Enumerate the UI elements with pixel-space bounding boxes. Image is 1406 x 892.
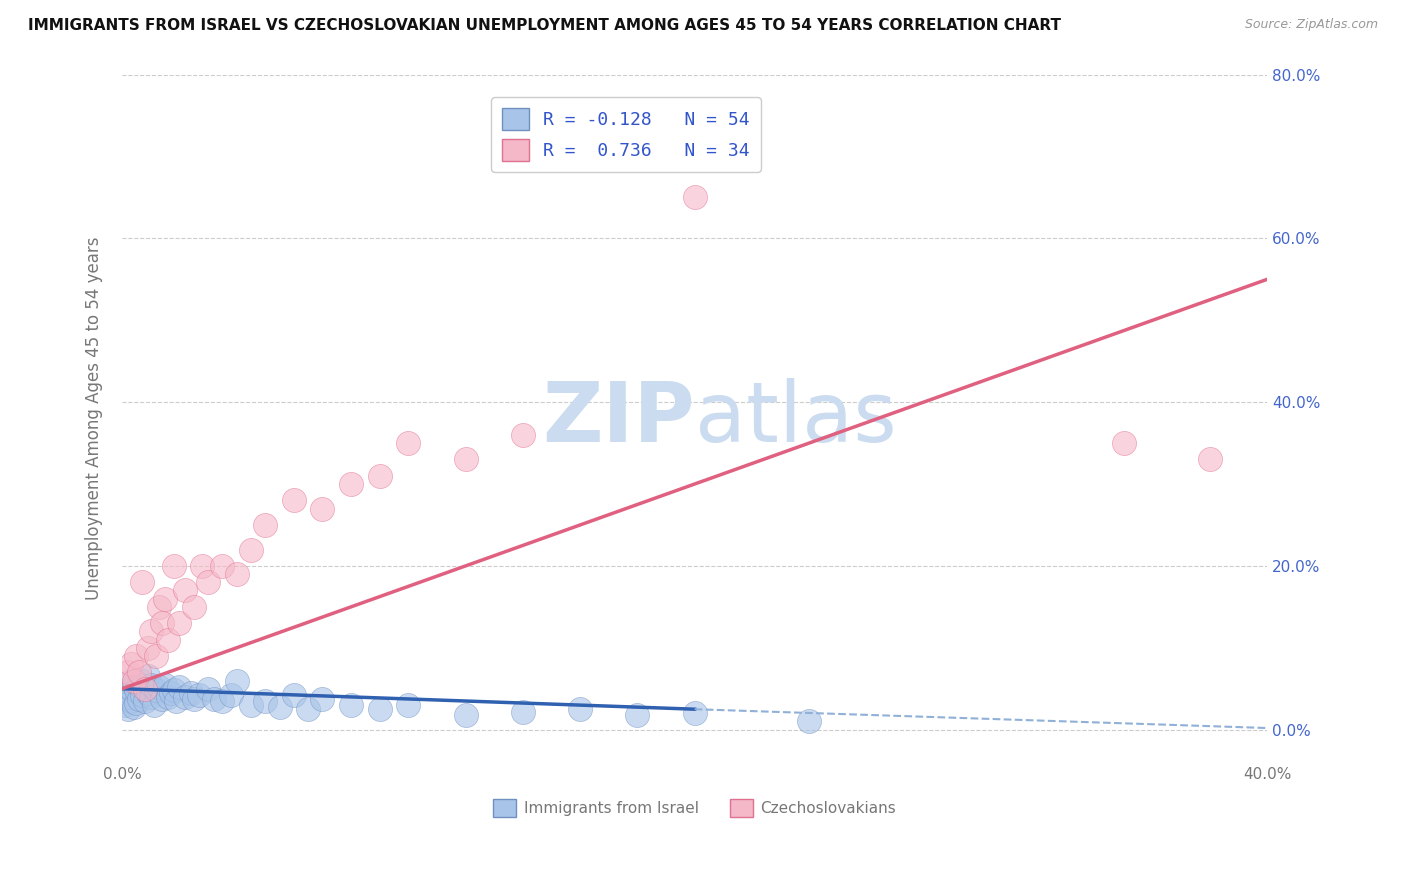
Point <box>136 669 159 683</box>
Point <box>340 698 363 712</box>
Point <box>239 542 262 557</box>
Point <box>128 691 150 706</box>
Point <box>145 683 167 698</box>
Point <box>396 698 419 712</box>
Point <box>1114 436 1136 450</box>
Point <box>131 688 153 702</box>
Text: ZIP: ZIP <box>543 378 695 459</box>
Point <box>148 599 170 614</box>
Point <box>396 436 419 450</box>
Point <box>117 665 139 680</box>
Point <box>269 699 291 714</box>
Point <box>683 706 706 721</box>
Point <box>512 705 534 719</box>
Point <box>125 697 148 711</box>
Point <box>120 657 142 672</box>
Point <box>120 673 142 688</box>
Point <box>117 702 139 716</box>
Point <box>311 501 333 516</box>
Point <box>239 698 262 712</box>
Point <box>569 702 592 716</box>
Point <box>180 686 202 700</box>
Point <box>254 517 277 532</box>
Point <box>191 558 214 573</box>
Point <box>197 575 219 590</box>
Point <box>283 688 305 702</box>
Point <box>134 694 156 708</box>
Text: Source: ZipAtlas.com: Source: ZipAtlas.com <box>1244 18 1378 31</box>
Point <box>202 691 225 706</box>
Point <box>117 690 139 704</box>
Point <box>148 680 170 694</box>
Point <box>183 599 205 614</box>
Point <box>454 452 477 467</box>
Point <box>162 683 184 698</box>
Text: atlas: atlas <box>695 378 897 459</box>
Point <box>283 493 305 508</box>
Point <box>131 673 153 688</box>
Point <box>131 575 153 590</box>
Point <box>156 632 179 647</box>
Point <box>150 616 173 631</box>
Point <box>169 680 191 694</box>
Point <box>139 678 162 692</box>
Point <box>799 714 821 729</box>
Point <box>122 673 145 688</box>
Text: IMMIGRANTS FROM ISRAEL VS CZECHOSLOVAKIAN UNEMPLOYMENT AMONG AGES 45 TO 54 YEARS: IMMIGRANTS FROM ISRAEL VS CZECHOSLOVAKIA… <box>28 18 1062 33</box>
Point <box>211 558 233 573</box>
Point <box>297 702 319 716</box>
Point <box>197 681 219 696</box>
Point <box>134 681 156 696</box>
Point <box>142 698 165 712</box>
Point <box>219 688 242 702</box>
Point <box>162 558 184 573</box>
Point <box>120 694 142 708</box>
Point <box>211 694 233 708</box>
Y-axis label: Unemployment Among Ages 45 to 54 years: Unemployment Among Ages 45 to 54 years <box>86 236 103 600</box>
Point <box>188 688 211 702</box>
Point <box>120 681 142 696</box>
Point <box>136 640 159 655</box>
Point <box>626 707 648 722</box>
Point <box>156 690 179 704</box>
Point <box>1199 452 1222 467</box>
Point <box>122 699 145 714</box>
Point <box>311 691 333 706</box>
Point <box>368 702 391 716</box>
Point <box>159 686 181 700</box>
Point <box>114 686 136 700</box>
Point <box>128 678 150 692</box>
Point <box>225 673 247 688</box>
Point <box>254 694 277 708</box>
Point <box>683 190 706 204</box>
Point <box>139 624 162 639</box>
Point <box>340 477 363 491</box>
Point <box>174 583 197 598</box>
Point <box>153 678 176 692</box>
Point <box>125 683 148 698</box>
Point <box>183 691 205 706</box>
Point <box>368 468 391 483</box>
Point <box>512 428 534 442</box>
Point <box>225 567 247 582</box>
Legend: Immigrants from Israel, Czechoslovakians: Immigrants from Israel, Czechoslovakians <box>488 793 903 823</box>
Point <box>174 690 197 704</box>
Point <box>122 678 145 692</box>
Point <box>454 707 477 722</box>
Point <box>125 648 148 663</box>
Point <box>139 690 162 704</box>
Point <box>136 686 159 700</box>
Point <box>169 616 191 631</box>
Point <box>150 691 173 706</box>
Point <box>128 665 150 680</box>
Point <box>114 698 136 712</box>
Point <box>153 591 176 606</box>
Point <box>145 648 167 663</box>
Point <box>165 694 187 708</box>
